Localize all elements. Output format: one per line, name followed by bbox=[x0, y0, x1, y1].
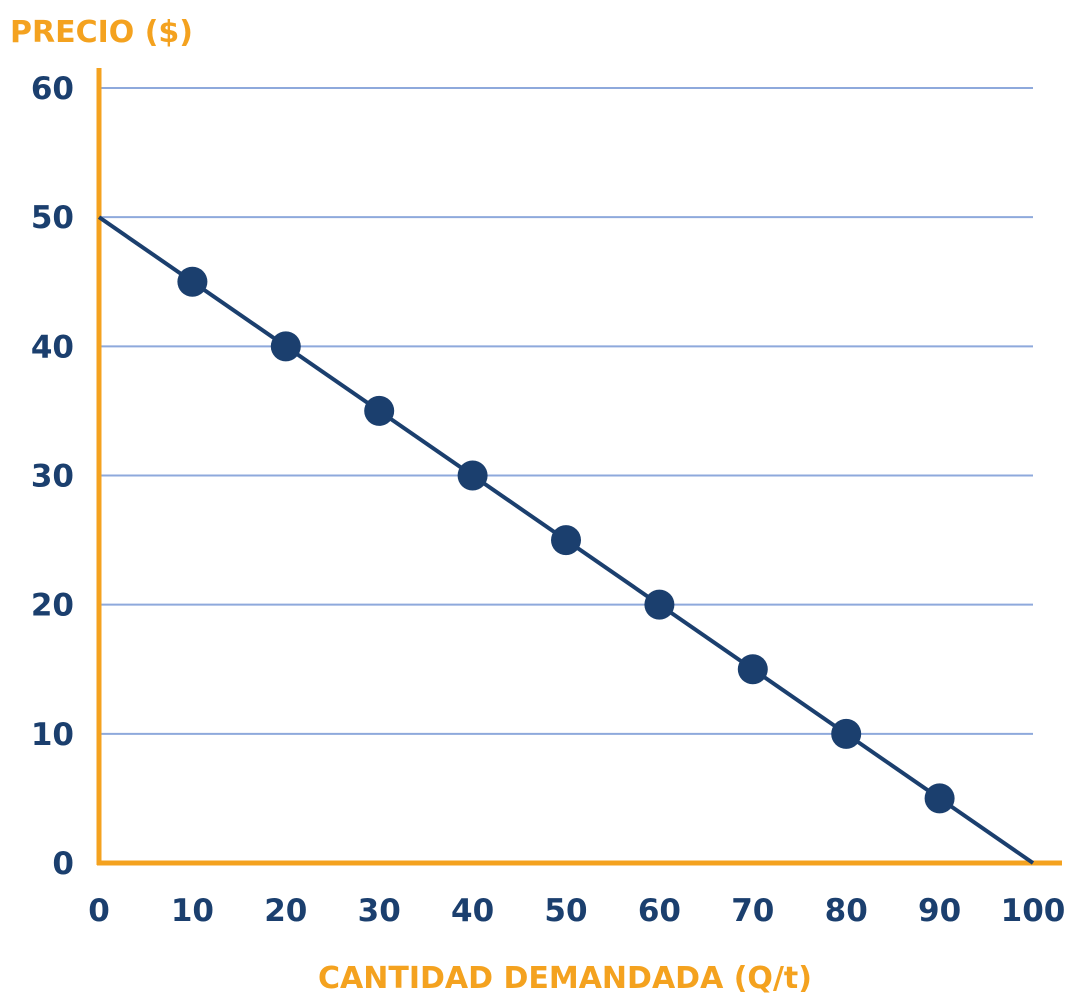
data-point-70 bbox=[737, 654, 768, 685]
y-tick-label-40: 40 bbox=[31, 329, 74, 365]
x-tick-label-80: 80 bbox=[825, 893, 868, 929]
x-tick-label-70: 70 bbox=[731, 893, 774, 929]
data-point-20 bbox=[270, 331, 301, 362]
y-tick-label-30: 30 bbox=[31, 459, 74, 495]
y-tick-label-0: 0 bbox=[52, 846, 74, 882]
x-tick-label-60: 60 bbox=[638, 893, 681, 929]
data-point-80 bbox=[831, 718, 862, 749]
x-tick-label-30: 30 bbox=[358, 893, 401, 929]
x-tick-label-20: 20 bbox=[264, 893, 307, 929]
x-tick-label-0: 0 bbox=[88, 893, 110, 929]
data-point-10 bbox=[177, 266, 208, 297]
y-tick-label-20: 20 bbox=[31, 588, 74, 624]
x-tick-label-50: 50 bbox=[544, 893, 587, 929]
data-point-60 bbox=[644, 589, 675, 620]
y-tick-label-10: 10 bbox=[31, 717, 74, 753]
x-tick-label-40: 40 bbox=[451, 893, 494, 929]
x-tick-label-90: 90 bbox=[918, 893, 961, 929]
y-axis-title: PRECIO ($) bbox=[10, 15, 193, 50]
grid-lines bbox=[99, 87, 1033, 735]
data-point-40 bbox=[457, 460, 488, 491]
data-point-90 bbox=[924, 783, 955, 814]
data-point-30 bbox=[364, 395, 395, 426]
y-tick-label-60: 60 bbox=[31, 71, 74, 107]
y-tick-label-50: 50 bbox=[31, 200, 74, 236]
x-tick-label-100: 100 bbox=[1001, 893, 1066, 929]
x-tick-label-10: 10 bbox=[171, 893, 214, 929]
data-points bbox=[177, 266, 955, 814]
tick-labels: 0 10 20 30 40 50 60 0 10 20 30 40 50 60 70 80 90 100 bbox=[31, 71, 1066, 929]
data-point-50 bbox=[551, 525, 581, 556]
x-axis-title: CANTIDAD DEMANDADA (Q/t) bbox=[318, 961, 812, 996]
axes bbox=[96, 68, 1062, 866]
